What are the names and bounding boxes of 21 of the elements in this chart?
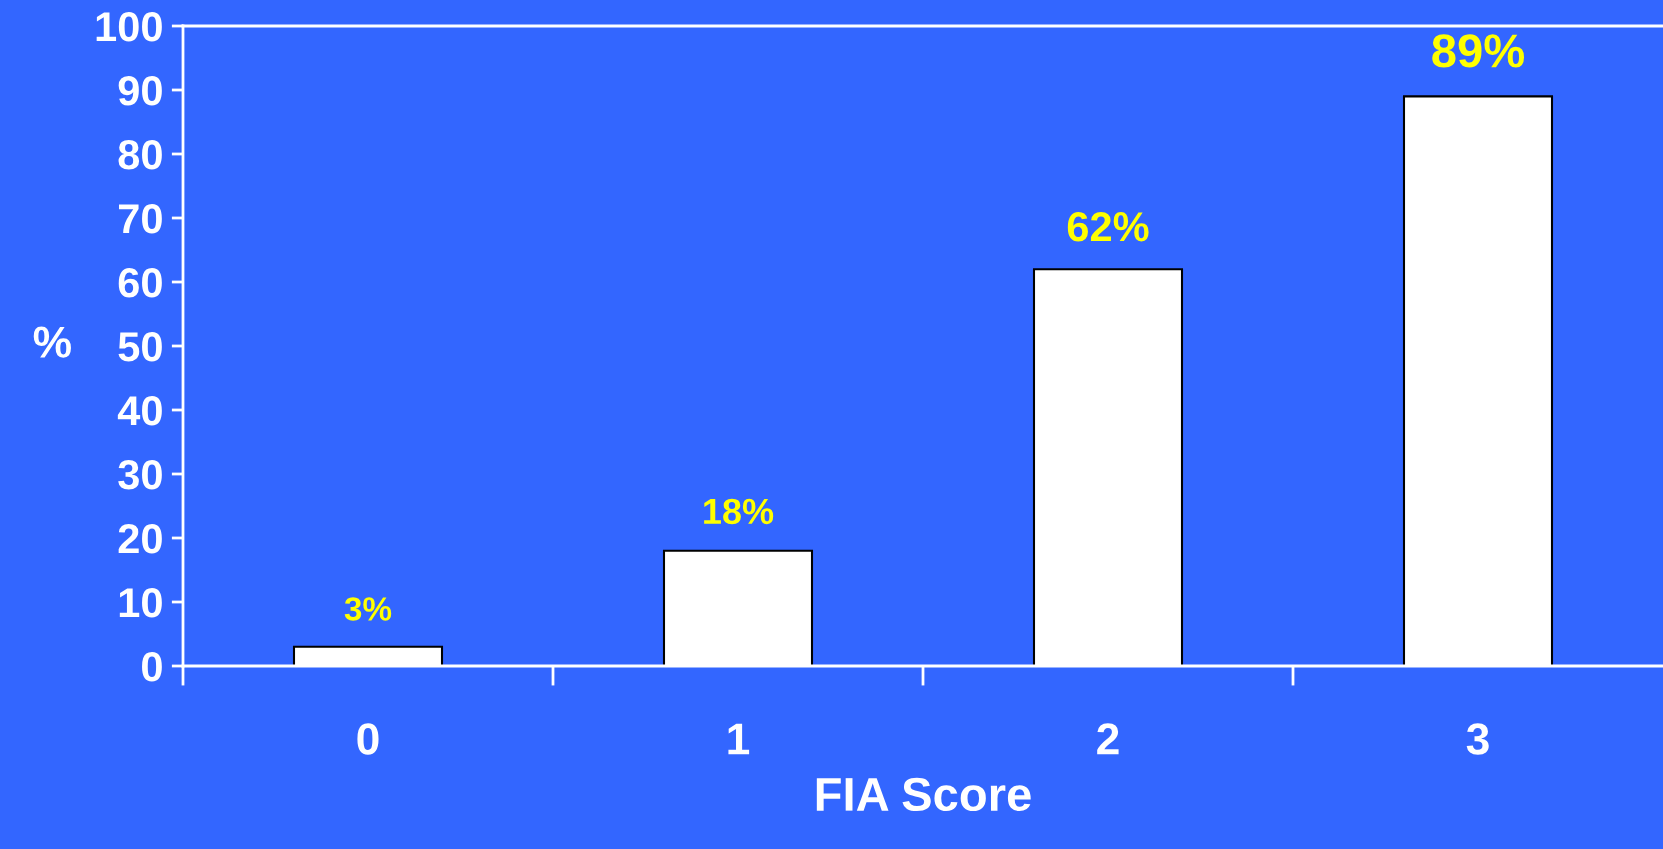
y-tick-label: 50 [118, 332, 162, 362]
data-label: 3% [344, 597, 392, 621]
x-tick-label: 3 [1466, 723, 1489, 755]
y-tick-label: 90 [118, 76, 162, 106]
y-tick-label: 10 [119, 588, 162, 618]
y-axis-title: % [33, 326, 71, 358]
y-tick-label: 30 [118, 460, 162, 490]
y-tick-label: 100 [96, 12, 162, 42]
x-tick-label: 2 [1097, 723, 1119, 755]
data-label: 62% [1067, 212, 1149, 242]
y-tick-label: 70 [119, 204, 162, 234]
x-axis-title: FIA Score [816, 777, 1031, 812]
x-tick-label: 0 [357, 723, 379, 755]
y-tick-label: 60 [118, 268, 162, 298]
y-tick-label: 80 [118, 140, 162, 170]
data-label: 89% [1432, 34, 1525, 68]
y-tick-label: 20 [118, 524, 162, 554]
data-label: 18% [704, 498, 774, 525]
y-tick-label: 40 [117, 396, 162, 426]
y-tick-label: 0 [142, 652, 162, 682]
x-tick-label: 1 [728, 723, 750, 755]
